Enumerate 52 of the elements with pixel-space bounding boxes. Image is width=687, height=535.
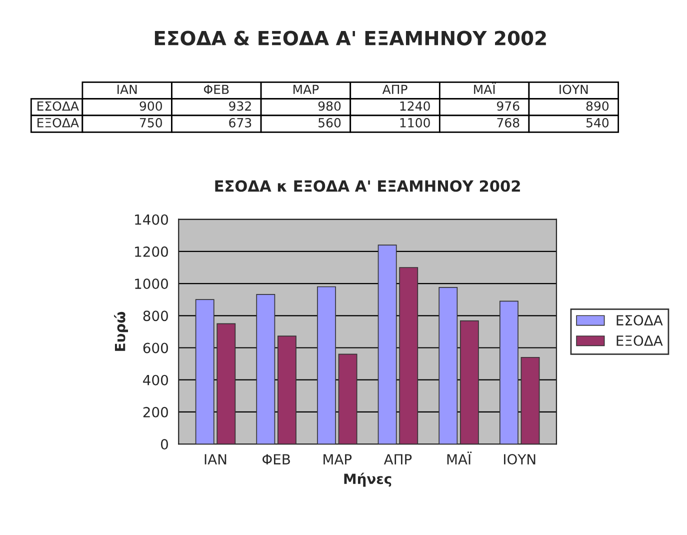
- bar: [277, 336, 296, 444]
- series-label: ΕΣΟΔΑ: [38, 101, 79, 111]
- bar: [378, 244, 397, 444]
- y-tick-label: 200: [143, 406, 168, 418]
- y-axis-title: Ευρώ: [114, 312, 128, 351]
- bar: [460, 320, 479, 444]
- x-axis-title: Μήνες: [344, 472, 392, 487]
- data-label: 900: [140, 101, 162, 111]
- category-label: ΦΕΒ: [204, 84, 229, 94]
- y-tick-label: 1000: [135, 278, 168, 290]
- bar: [499, 300, 518, 444]
- category-label: ΙΑΝ: [118, 84, 137, 94]
- x-tick-label: ΙΑΝ: [204, 454, 226, 464]
- category-label: ΜΑΡ: [294, 84, 319, 94]
- y-tick-label: 0: [160, 439, 168, 450]
- data-label: 540: [586, 118, 609, 128]
- bar: [216, 323, 236, 444]
- bar: [195, 299, 214, 444]
- category-label: ΜΑΪ: [474, 82, 496, 94]
- y-tick-label: 800: [143, 310, 168, 322]
- y-tick-label: 400: [143, 374, 168, 386]
- data-label: 560: [318, 118, 341, 128]
- x-tick-label: ΜΑΪ: [447, 452, 472, 464]
- chart-title: ΕΣΟΔΑ κ ΕΞΟΔΑ Α' ΕΞΑΜΗΝΟΥ 2002: [215, 180, 520, 192]
- x-tick-label: ΙΟΥΝ: [504, 454, 536, 465]
- bar: [317, 286, 336, 444]
- data-label: 976: [496, 101, 520, 111]
- data-label: 890: [586, 101, 609, 111]
- legend-label: ΕΣΟΔΑ: [616, 315, 663, 326]
- bar: [338, 354, 358, 444]
- category-label: ΑΠΡ: [382, 84, 408, 94]
- data-label: 980: [318, 101, 341, 111]
- x-tick-label: ΦΕΒ: [262, 454, 290, 464]
- legend-label: ΕΞΟΔΑ: [616, 335, 663, 346]
- y-tick-label: 600: [143, 342, 168, 354]
- bar: [520, 356, 540, 444]
- bar: [438, 286, 458, 444]
- data-label: 673: [229, 118, 252, 128]
- bar: [399, 267, 418, 444]
- data-label: 768: [497, 118, 520, 128]
- y-tick-label: 1200: [135, 246, 168, 257]
- y-tick-label: 1400: [135, 214, 168, 225]
- legend-label: ΕΞΟΔΑ: [38, 118, 79, 128]
- x-tick-label: ΑΠΡ: [384, 454, 412, 464]
- data-label: 1240: [400, 101, 430, 111]
- text: ΕΣΟΔΑ & ΕΞΟΔΑ Α' ΕΞΑΜΗΝΟΥ 2002: [154, 30, 546, 46]
- data-label: 932: [229, 101, 251, 111]
- bar: [256, 294, 276, 444]
- x-tick-label: ΜΑΡ: [324, 454, 352, 464]
- data-label: 1100: [400, 118, 430, 128]
- data-label: 750: [140, 118, 162, 128]
- category-label: ΙΟΥΝ: [560, 84, 588, 94]
